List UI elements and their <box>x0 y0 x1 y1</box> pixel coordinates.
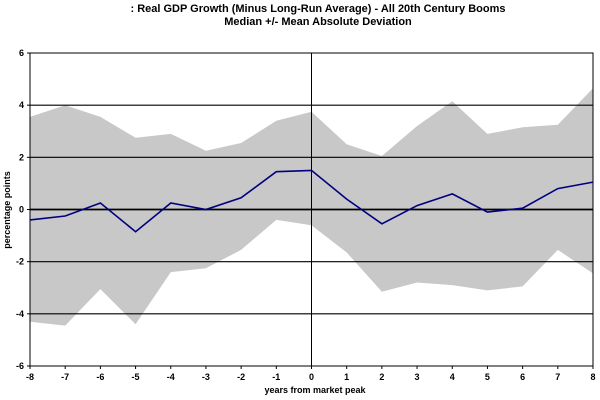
x-tick-label: 6 <box>520 372 525 382</box>
x-tick-label: -5 <box>132 372 140 382</box>
x-tick-label: -7 <box>61 372 69 382</box>
y-tick-label: 6 <box>19 48 24 58</box>
x-tick-label: 2 <box>379 372 384 382</box>
plot-area <box>29 52 594 367</box>
y-tick-labels: -6 -4 -2 0 2 4 6 <box>16 48 30 371</box>
chart-title: : Real GDP Growth (Minus Long-Run Averag… <box>130 3 505 15</box>
x-tick-label: 7 <box>555 372 560 382</box>
x-tick-label: -8 <box>26 372 34 382</box>
x-tick-label: -2 <box>237 372 245 382</box>
x-tick-label: -1 <box>272 372 280 382</box>
y-axis-label: percentage points <box>2 171 12 249</box>
x-tick-label: -3 <box>202 372 210 382</box>
median-line <box>29 169 594 233</box>
y-tick-label: 0 <box>19 205 24 215</box>
chart-subtitle: Median +/- Mean Absolute Deviation <box>224 16 412 28</box>
x-tick-labels: -8 -7 -6 -5 -4 -3 -2 -1 0 1 2 3 4 5 6 7 8 <box>26 366 596 382</box>
y-tick-label: -6 <box>16 361 24 371</box>
x-tick-label: 8 <box>590 372 595 382</box>
y-tick-label: -2 <box>16 257 24 267</box>
x-tick-label: -6 <box>96 372 104 382</box>
x-tick-label: 5 <box>485 372 490 382</box>
x-tick-label: 0 <box>309 372 314 382</box>
x-tick-label: 4 <box>450 372 455 382</box>
x-tick-label: -4 <box>167 372 175 382</box>
x-tick-label: 1 <box>344 372 349 382</box>
x-axis-label: years from market peak <box>264 385 366 395</box>
y-tick-label: 2 <box>19 152 24 162</box>
y-tick-label: 4 <box>19 100 24 110</box>
x-tick-label: 3 <box>415 372 420 382</box>
y-tick-label: -4 <box>16 309 24 319</box>
